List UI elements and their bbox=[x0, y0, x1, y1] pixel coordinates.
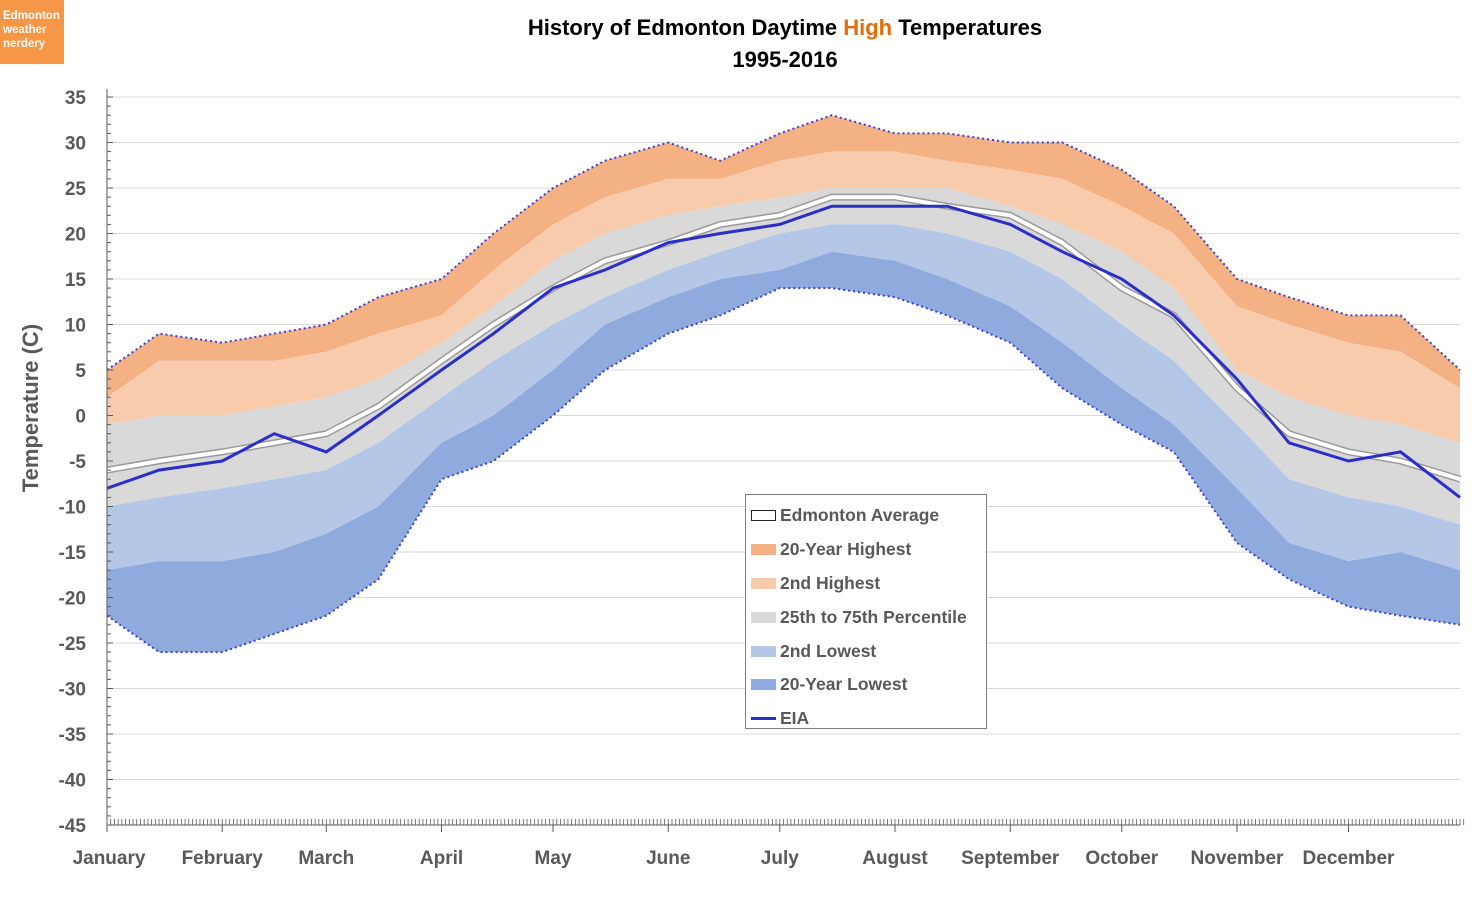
y-tick-label: -45 bbox=[59, 816, 87, 837]
eia-line bbox=[106, 204, 1461, 499]
legend-label: 25th to 75th Percentile bbox=[780, 606, 967, 627]
y-tick-label: -25 bbox=[59, 634, 87, 655]
legend-item-record-low: 20-Year Lowest bbox=[751, 668, 986, 702]
title-highlight: High bbox=[843, 15, 893, 40]
legend-label: Edmonton Average bbox=[780, 505, 940, 526]
area-2nd-lowest bbox=[107, 224, 1460, 571]
legend-label: EIA bbox=[780, 708, 810, 729]
x-tick-label: May bbox=[535, 848, 572, 869]
y-tick-label: 0 bbox=[75, 407, 86, 428]
legend-swatch bbox=[751, 679, 776, 691]
legend-label: 2nd Lowest bbox=[780, 640, 877, 661]
title-part: History of Edmonton Daytime bbox=[527, 15, 844, 40]
y-tick-label: -40 bbox=[59, 771, 86, 792]
area-20-year-lowest bbox=[107, 251, 1460, 653]
y-tick-label: 25 bbox=[65, 179, 87, 200]
y-tick-label: -10 bbox=[59, 498, 86, 519]
y-tick-label: 10 bbox=[65, 316, 86, 337]
x-tick-label: October bbox=[1085, 848, 1158, 869]
legend-item-2nd-high: 2nd Highest bbox=[751, 567, 986, 601]
record-high-dotted-line bbox=[106, 114, 1461, 371]
y-tick-label: 35 bbox=[65, 88, 87, 109]
x-tick-label: June bbox=[646, 848, 690, 869]
y-tick-label: 30 bbox=[65, 134, 86, 155]
chart-subtitle: 1995-2016 bbox=[732, 47, 838, 72]
legend-label: 2nd Highest bbox=[780, 572, 881, 593]
logo-line: weather bbox=[3, 24, 47, 36]
y-tick-label: -30 bbox=[59, 680, 86, 701]
y-tick-label: -20 bbox=[59, 589, 86, 610]
y-tick-label: 5 bbox=[75, 361, 86, 382]
average-line bbox=[106, 195, 1461, 482]
y-axis-label: Temperature (C) bbox=[18, 324, 43, 492]
legend-item-eia: EIA bbox=[751, 702, 986, 736]
legend: Edmonton Average 20-Year Highest 2nd Hig… bbox=[745, 494, 987, 729]
x-tick-label: September bbox=[961, 848, 1060, 869]
legend-swatch bbox=[751, 611, 776, 623]
area-20-year-highest bbox=[107, 115, 1460, 398]
logo-line: Edmonton bbox=[3, 10, 60, 22]
x-tick-label: November bbox=[1191, 848, 1285, 869]
legend-item-2nd-low: 2nd Lowest bbox=[751, 634, 986, 668]
area-2nd-highest bbox=[107, 151, 1460, 443]
x-tick-label: December bbox=[1303, 848, 1395, 869]
y-tick-label: -5 bbox=[69, 452, 86, 473]
legend-item-average: Edmonton Average bbox=[751, 499, 986, 533]
y-tick-label: 15 bbox=[65, 270, 87, 291]
y-tick-label: 20 bbox=[65, 225, 86, 246]
logo: Edmonton weather nerdery bbox=[0, 0, 64, 64]
x-tick-label: April bbox=[420, 848, 463, 869]
title-part: Temperatures bbox=[892, 15, 1043, 40]
y-tick-label: -15 bbox=[59, 543, 87, 564]
x-tick-label: August bbox=[862, 848, 928, 869]
x-tick-label: March bbox=[298, 848, 354, 869]
x-tick-label: January bbox=[73, 848, 146, 869]
legend-item-percentile: 25th to 75th Percentile bbox=[751, 600, 986, 634]
legend-swatch bbox=[751, 717, 776, 721]
legend-swatch bbox=[751, 645, 776, 657]
legend-label: 20-Year Highest bbox=[780, 539, 912, 560]
area-percentile bbox=[107, 188, 1460, 525]
x-tick-label: February bbox=[182, 848, 264, 869]
legend-swatch bbox=[751, 577, 776, 589]
y-tick-label: -35 bbox=[59, 725, 87, 746]
logo-line: nerdery bbox=[3, 38, 46, 50]
record-low-dotted-line bbox=[106, 287, 1461, 654]
legend-label: 20-Year Lowest bbox=[780, 674, 908, 695]
legend-swatch bbox=[751, 544, 776, 556]
chart-title: History of Edmonton Daytime High Tempera… bbox=[0, 12, 1483, 76]
x-tick-label: July bbox=[761, 848, 799, 869]
legend-item-record-high: 20-Year Highest bbox=[751, 533, 986, 567]
legend-swatch bbox=[751, 510, 776, 522]
